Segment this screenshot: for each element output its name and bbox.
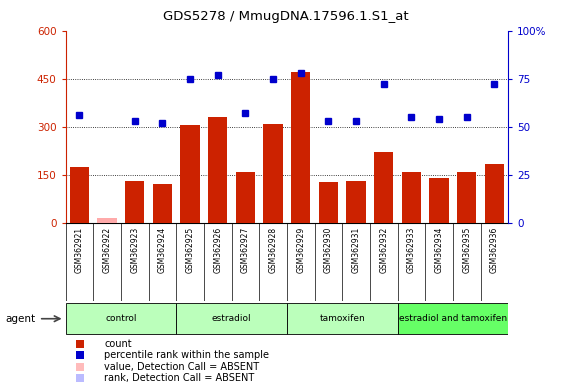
Text: GSM362932: GSM362932 (379, 227, 388, 273)
Text: GSM362936: GSM362936 (490, 227, 499, 273)
Bar (98, 218, 117, 223)
Text: control: control (105, 314, 136, 323)
Bar (347, 181, 366, 223)
Bar (429, 178, 449, 223)
Bar (70, 167, 89, 223)
Bar (66, 303, 176, 334)
Text: GSM362931: GSM362931 (352, 227, 360, 273)
Bar (236, 172, 255, 223)
Text: estradiol and tamoxifen: estradiol and tamoxifen (399, 314, 507, 323)
Text: count: count (104, 339, 132, 349)
Text: estradiol: estradiol (212, 314, 251, 323)
Text: GSM362922: GSM362922 (103, 227, 112, 273)
Text: rank, Detection Call = ABSENT: rank, Detection Call = ABSENT (104, 373, 255, 383)
Bar (291, 72, 311, 223)
Text: GSM362935: GSM362935 (462, 227, 471, 273)
Text: tamoxifen: tamoxifen (319, 314, 365, 323)
Text: agent: agent (6, 314, 36, 324)
Bar (153, 184, 172, 223)
Bar (397, 303, 508, 334)
Bar (208, 117, 227, 223)
Bar (374, 152, 393, 223)
Text: GSM362926: GSM362926 (214, 227, 222, 273)
Text: GSM362930: GSM362930 (324, 227, 333, 273)
Text: GSM362925: GSM362925 (186, 227, 195, 273)
Text: GSM362928: GSM362928 (268, 227, 278, 273)
Text: GSM362933: GSM362933 (407, 227, 416, 273)
Text: percentile rank within the sample: percentile rank within the sample (104, 350, 270, 360)
Text: GSM362921: GSM362921 (75, 227, 84, 273)
Text: GSM362934: GSM362934 (435, 227, 444, 273)
Text: GSM362924: GSM362924 (158, 227, 167, 273)
Bar (485, 164, 504, 223)
Bar (319, 182, 338, 223)
Text: GSM362923: GSM362923 (130, 227, 139, 273)
Bar (287, 303, 397, 334)
Text: GSM362927: GSM362927 (241, 227, 250, 273)
Bar (125, 181, 144, 223)
Text: value, Detection Call = ABSENT: value, Detection Call = ABSENT (104, 362, 260, 372)
Bar (176, 303, 287, 334)
Bar (263, 124, 283, 223)
Bar (402, 172, 421, 223)
Bar (457, 172, 476, 223)
Text: GSM362929: GSM362929 (296, 227, 305, 273)
Text: GDS5278 / MmugDNA.17596.1.S1_at: GDS5278 / MmugDNA.17596.1.S1_at (163, 10, 408, 23)
Bar (180, 125, 200, 223)
